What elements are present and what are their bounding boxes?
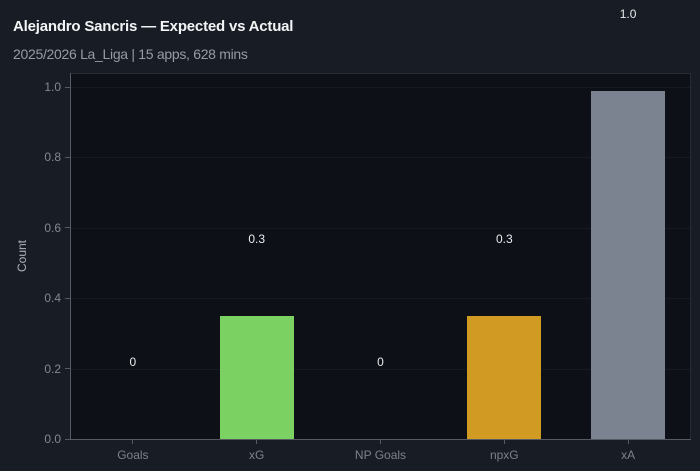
gridline	[71, 368, 690, 370]
plot-area	[71, 73, 690, 439]
bar-value-label: 0.3	[248, 231, 266, 246]
y-tick-label: 0.2	[44, 361, 61, 376]
y-tick-mark	[65, 297, 71, 299]
y-tick-label: 0.4	[44, 291, 61, 306]
bar-xa	[591, 90, 666, 439]
gridline	[71, 227, 690, 229]
gridline	[71, 157, 690, 159]
y-tick-mark	[65, 227, 71, 229]
y-tick-label: 1.0	[44, 80, 61, 95]
x-tick-mark	[132, 439, 134, 444]
chart-subtitle: 2025/2026 La_Liga | 15 apps, 628 mins	[13, 46, 248, 62]
y-axis-label: Count	[15, 239, 29, 273]
x-tick-label-np-goals: NP Goals	[354, 448, 407, 462]
y-tick-mark	[65, 438, 71, 440]
gridline	[71, 87, 690, 89]
axis-spine-top	[70, 73, 691, 74]
bar-xg	[219, 315, 294, 439]
x-tick-mark	[380, 439, 381, 444]
bar-npxg	[467, 315, 542, 439]
bar-value-label: 0	[129, 355, 137, 369]
x-tick-mark	[627, 439, 629, 444]
bar-value-label: 1.0	[619, 6, 637, 21]
x-tick-label-xa: xA	[621, 448, 636, 462]
y-tick-label: 0.8	[44, 150, 61, 165]
y-tick-mark	[65, 156, 71, 158]
bar-value-label: 0	[377, 355, 384, 369]
bar-value-label: 0.3	[495, 231, 513, 246]
x-tick-label-goals: Goals	[117, 448, 149, 462]
y-tick-mark	[65, 368, 71, 370]
axis-spine-left	[70, 73, 71, 440]
axis-spine-right	[690, 73, 691, 439]
y-tick-label: 0.0	[44, 432, 61, 446]
y-tick-mark	[65, 86, 71, 88]
x-tick-label-npxg: npxG	[489, 448, 519, 462]
x-tick-mark	[503, 439, 505, 444]
gridline	[71, 298, 690, 300]
y-tick-label: 0.6	[44, 220, 61, 235]
x-tick-label-xg: xG	[249, 448, 265, 462]
x-tick-mark	[256, 439, 258, 444]
chart-title: Alejandro Sancris — Expected vs Actual	[13, 18, 294, 35]
